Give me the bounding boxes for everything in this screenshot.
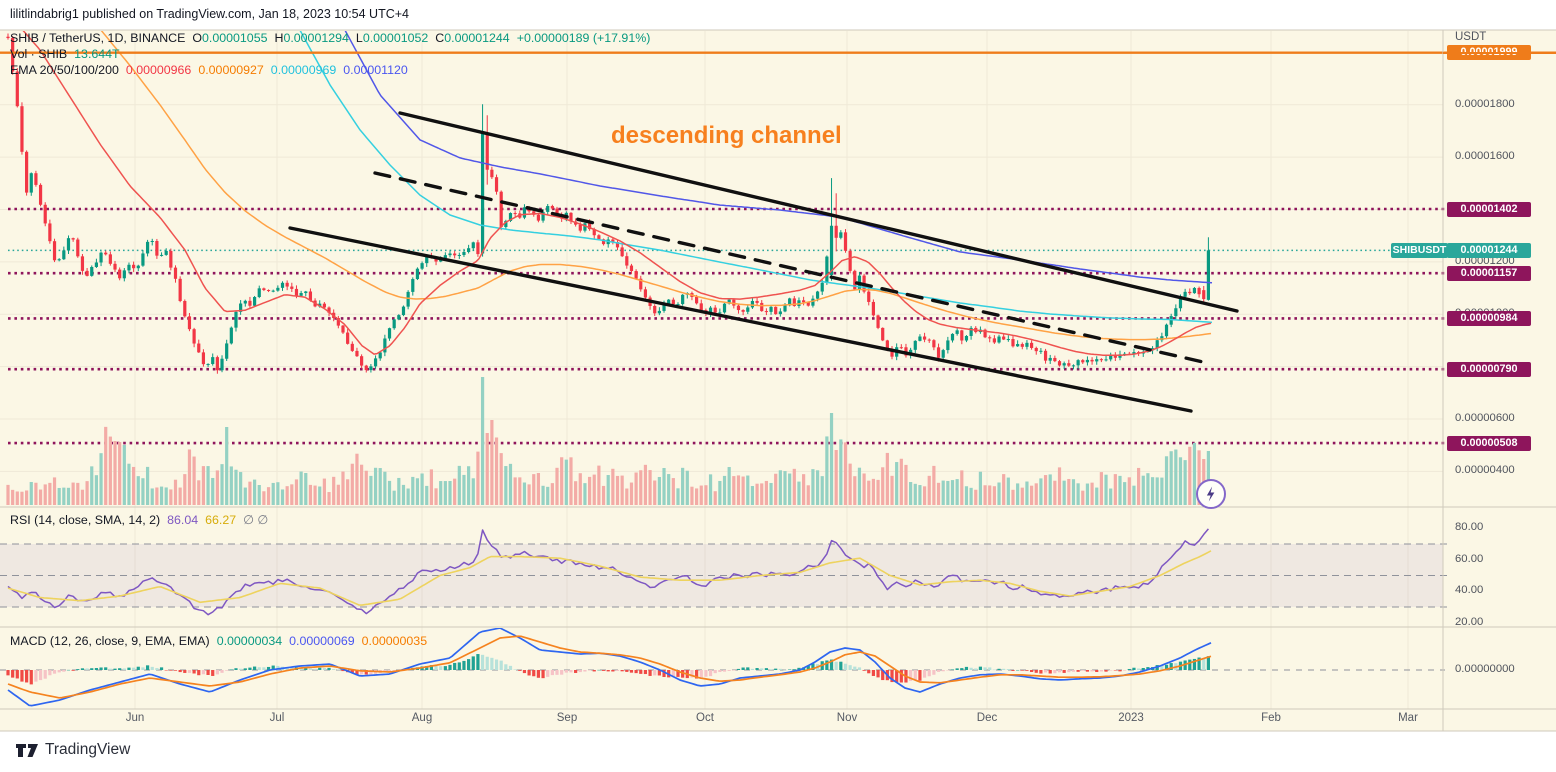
tradingview-branding[interactable]: TradingView — [16, 741, 130, 759]
time-axis-label-Oct: Oct — [696, 712, 714, 724]
macd-hist-value: 0.00000034 — [216, 634, 283, 648]
time-axis-label-Dec: Dec — [976, 712, 998, 724]
price-axis-label: 0.00001600 — [1455, 150, 1515, 163]
time-axis-label-Nov: Nov — [836, 712, 858, 724]
price-axis-label: 0.00000400 — [1455, 464, 1515, 477]
ema200-value: 0.00001120 — [343, 63, 408, 77]
ema100-value: 0.00000969 — [270, 63, 337, 77]
change-value: +0.00000189 (+17.91%) — [516, 31, 651, 45]
macd-legend-row: MACD (12, 26, close, 9, EMA, EMA) 0.0000… — [10, 634, 427, 648]
time-axis-label-Mar: Mar — [1398, 712, 1418, 724]
ema-legend-row: EMA 20/50/100/200 0.00000966 0.00000927 … — [10, 63, 408, 77]
resistance-line-through-badge — [1443, 52, 1556, 54]
rsi-value: 86.04 — [167, 513, 199, 527]
tradingview-logo-icon — [16, 743, 38, 757]
price-level-badge: 0.00000984 — [1447, 310, 1531, 326]
rsi-label: RSI (14, close, SMA, 14, 2) — [10, 513, 161, 527]
price-axis-label: 0.00001200 — [1455, 254, 1515, 267]
published-attribution: lilitlindabrig1 published on TradingView… — [10, 7, 409, 21]
time-axis-label-Feb: Feb — [1261, 712, 1281, 724]
ohlc-close: C0.00001244 — [435, 31, 510, 45]
axis-currency-label: USDT — [1455, 31, 1487, 43]
macd-axis-label: 0.00000000 — [1455, 663, 1515, 675]
ema20-value: 0.00000966 — [125, 63, 192, 77]
time-axis-label-2023: 2023 — [1118, 712, 1144, 724]
lightning-icon — [1206, 486, 1215, 502]
rsi-axis-label: 20.00 — [1455, 615, 1484, 628]
symbol-title: SHIB / TetherUS, 1D, BINANCE — [10, 31, 186, 45]
price-level-badge: 0.00001402 — [1447, 201, 1531, 217]
price-level-badge: 0.00001157 — [1447, 265, 1531, 281]
time-axis-label-Aug: Aug — [411, 712, 433, 724]
price-level-badge: 0.00000790 — [1447, 361, 1531, 377]
volume-legend-row: Vol · SHIB 13.644T — [10, 47, 120, 61]
time-axis-label-Jun: Jun — [125, 712, 145, 724]
channel-annotation: descending channel — [611, 122, 842, 149]
price-axis-label: 0.00000600 — [1455, 411, 1515, 424]
ema-label: EMA 20/50/100/200 — [10, 63, 119, 77]
rsi-sma-value: 66.27 — [205, 513, 237, 527]
volume-value: 13.644T — [74, 47, 120, 61]
time-axis-label-Jul: Jul — [269, 712, 285, 724]
volume-label: Vol · SHIB — [10, 47, 68, 61]
rsi-axis-label: 80.00 — [1455, 521, 1484, 534]
symbol-legend-row: SHIB / TetherUS, 1D, BINANCE O0.00001055… — [10, 31, 650, 45]
macd-label: MACD (12, 26, close, 9, EMA, EMA) — [10, 634, 210, 648]
price-axis-label: 0.00001800 — [1455, 97, 1515, 110]
rsi-axis-label: 40.00 — [1455, 584, 1484, 597]
time-axis-label-Sep: Sep — [556, 712, 578, 724]
ohlc-high: H0.00001294 — [274, 31, 349, 45]
brand-name: TradingView — [45, 741, 131, 758]
flash-idea-button[interactable] — [1196, 479, 1226, 509]
rsi-legend-row: RSI (14, close, SMA, 14, 2) 86.04 66.27 … — [10, 513, 268, 527]
rsi-empty-values: ∅ ∅ — [243, 513, 269, 527]
macd-signal-value: 0.00000035 — [361, 634, 428, 648]
current-price-badge: 0.00001244 — [1447, 242, 1531, 258]
rsi-axis-label: 60.00 — [1455, 552, 1484, 565]
symbol-price-tag: SHIBUSDT — [1391, 243, 1448, 258]
ohlc-low: L0.00001052 — [355, 31, 429, 45]
ohlc-open: O0.00001055 — [192, 31, 268, 45]
ema50-value: 0.00000927 — [198, 63, 264, 77]
price-level-badge: 0.00000508 — [1447, 435, 1531, 451]
macd-line-value: 0.00000069 — [289, 634, 355, 648]
